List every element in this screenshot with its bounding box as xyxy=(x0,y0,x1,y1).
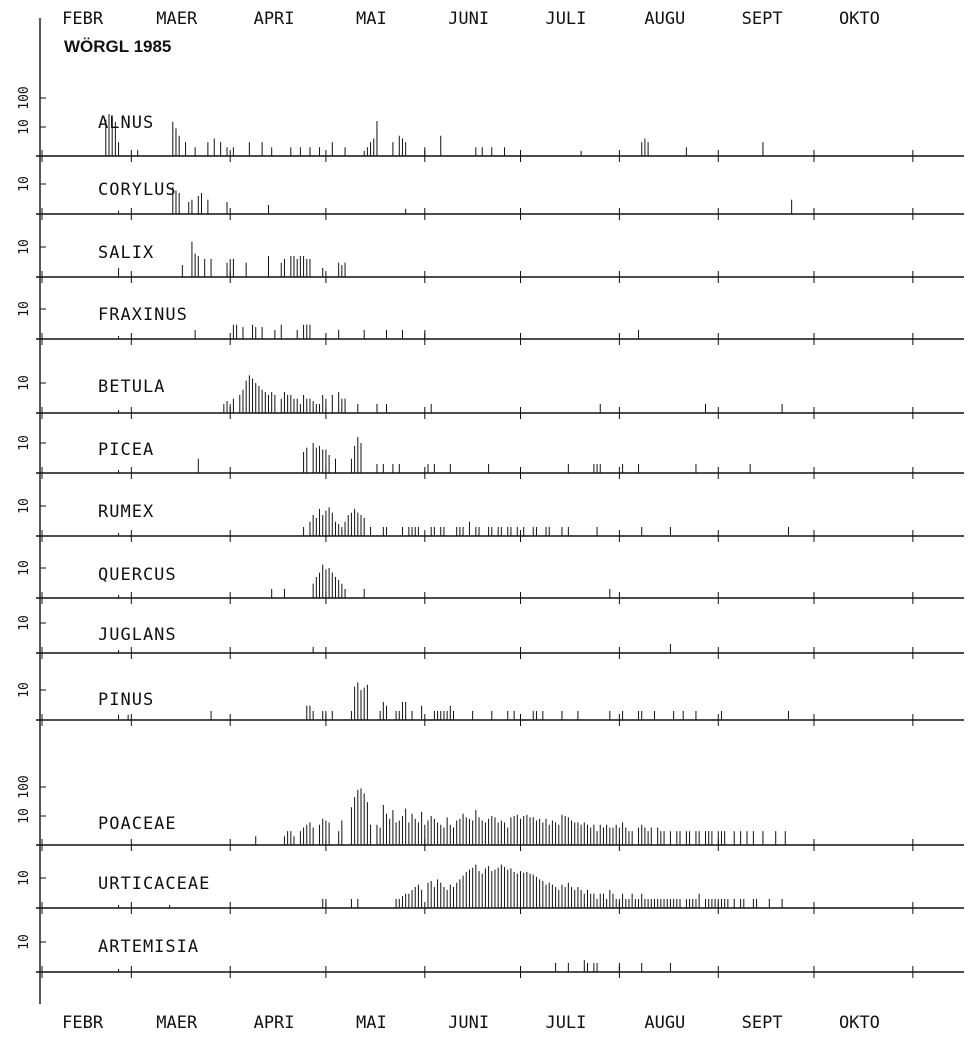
top-month-label: JUNI xyxy=(448,9,489,29)
top-month-label: OKTO xyxy=(839,9,880,29)
y-tick-label: 10 xyxy=(17,435,32,451)
y-tick-label: 10 xyxy=(17,808,32,824)
bottom-month-labels: FEBR MAER APRI MAI JUNI JULI AUGU SEPT OKTO xyxy=(62,1013,880,1033)
taxon-label: POACEAE xyxy=(98,814,177,834)
taxon-label: SALIX xyxy=(98,243,154,263)
y-tick-label: 10 xyxy=(17,119,32,135)
bottom-month-label: AUGU xyxy=(644,1013,685,1033)
top-month-label: MAI xyxy=(356,9,387,29)
bottom-month-label: OKTO xyxy=(839,1013,880,1033)
taxon-label: PICEA xyxy=(98,440,154,460)
taxon-label: RUMEX xyxy=(98,502,154,522)
y-tick-label: 10 xyxy=(17,498,32,514)
top-month-label: JULI xyxy=(545,9,586,29)
panel-juglans: 10 JUGLANS xyxy=(17,615,964,659)
panel-pinus: 10 PINUS xyxy=(17,682,964,726)
taxon-label: ARTEMISIA xyxy=(98,937,199,957)
panel-alnus: 10 100 ALNUS xyxy=(17,86,964,162)
panel-urticaceae: 10 URTICACEAE xyxy=(17,864,964,914)
panel-picea: 10 PICEA xyxy=(17,435,964,479)
panel-artemisia: 10 ARTEMISIA xyxy=(17,934,964,978)
top-month-label: FEBR xyxy=(62,9,104,29)
y-tick-label: 10 xyxy=(17,615,32,631)
taxon-label: CORYLUS xyxy=(98,180,177,200)
y-tick-label: 10 xyxy=(17,176,32,192)
y-tick-label: 10 xyxy=(17,375,32,391)
bottom-month-label: FEBR xyxy=(62,1013,104,1033)
panel-corylus: 10 CORYLUS xyxy=(17,176,964,220)
y-tick-label: 10 xyxy=(17,301,32,317)
top-month-label: APRI xyxy=(254,9,295,29)
panel-quercus: 10 QUERCUS xyxy=(17,560,964,604)
y-tick-label: 10 xyxy=(17,870,32,886)
panel-rumex: 10 RUMEX xyxy=(17,498,964,542)
taxon-label: JUGLANS xyxy=(98,625,177,645)
taxon-label: PINUS xyxy=(98,690,154,710)
pollen-panels: 10 100 ALNUS 10 CORYLUS 10 SALIX 10 FRAXINUS 10 BE… xyxy=(17,18,964,1004)
top-month-label: MAER xyxy=(156,9,198,29)
y-tick-label: 100 xyxy=(17,775,32,798)
y-tick-label: 10 xyxy=(17,239,32,255)
top-month-label: AUGU xyxy=(644,9,685,29)
top-month-label: SEPT xyxy=(742,9,783,29)
chart-title: WÖRGL 1985 xyxy=(64,37,171,56)
bottom-month-label: SEPT xyxy=(742,1013,783,1033)
top-month-labels: FEBR MAER APRI MAI JUNI JULI AUGU SEPT OKTO xyxy=(62,9,880,29)
taxon-label: FRAXINUS xyxy=(98,305,188,325)
panel-salix: 10 SALIX xyxy=(17,239,964,283)
taxon-label: URTICACEAE xyxy=(98,874,210,894)
panel-fraxinus: 10 FRAXINUS xyxy=(17,301,964,345)
y-tick-label: 10 xyxy=(17,934,32,950)
taxon-label: QUERCUS xyxy=(98,565,177,585)
y-tick-label: 100 xyxy=(17,86,32,109)
bottom-month-label: MAI xyxy=(356,1013,387,1033)
bottom-month-label: MAER xyxy=(156,1013,198,1033)
panel-poaceae: 10 100 POACEAE xyxy=(17,775,964,851)
bottom-month-label: APRI xyxy=(254,1013,295,1033)
y-tick-label: 10 xyxy=(17,560,32,576)
taxon-label: BETULA xyxy=(98,377,165,397)
y-tick-label: 10 xyxy=(17,682,32,698)
taxon-label: ALNUS xyxy=(98,113,154,133)
bottom-month-label: JUNI xyxy=(448,1013,489,1033)
bottom-month-label: JULI xyxy=(545,1013,586,1033)
panel-betula: 10 BETULA xyxy=(17,375,964,419)
